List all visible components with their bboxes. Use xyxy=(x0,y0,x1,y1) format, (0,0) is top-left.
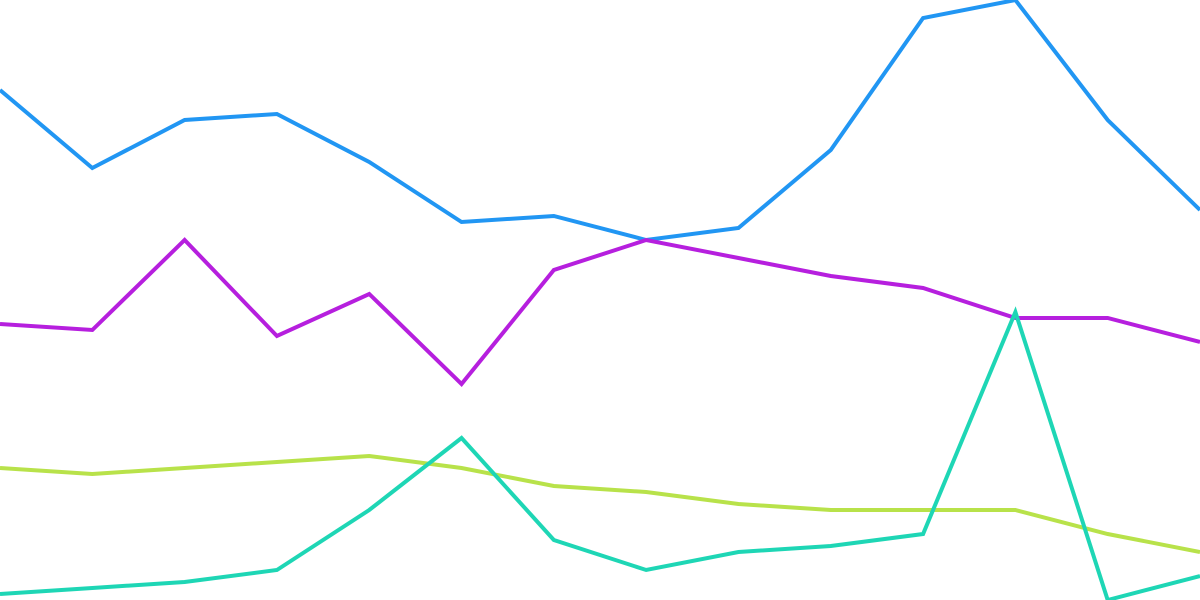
line-series-teal xyxy=(0,312,1200,600)
line-chart xyxy=(0,0,1200,600)
line-series-lime xyxy=(0,456,1200,552)
line-series-blue xyxy=(0,0,1200,240)
line-series-purple xyxy=(0,240,1200,384)
